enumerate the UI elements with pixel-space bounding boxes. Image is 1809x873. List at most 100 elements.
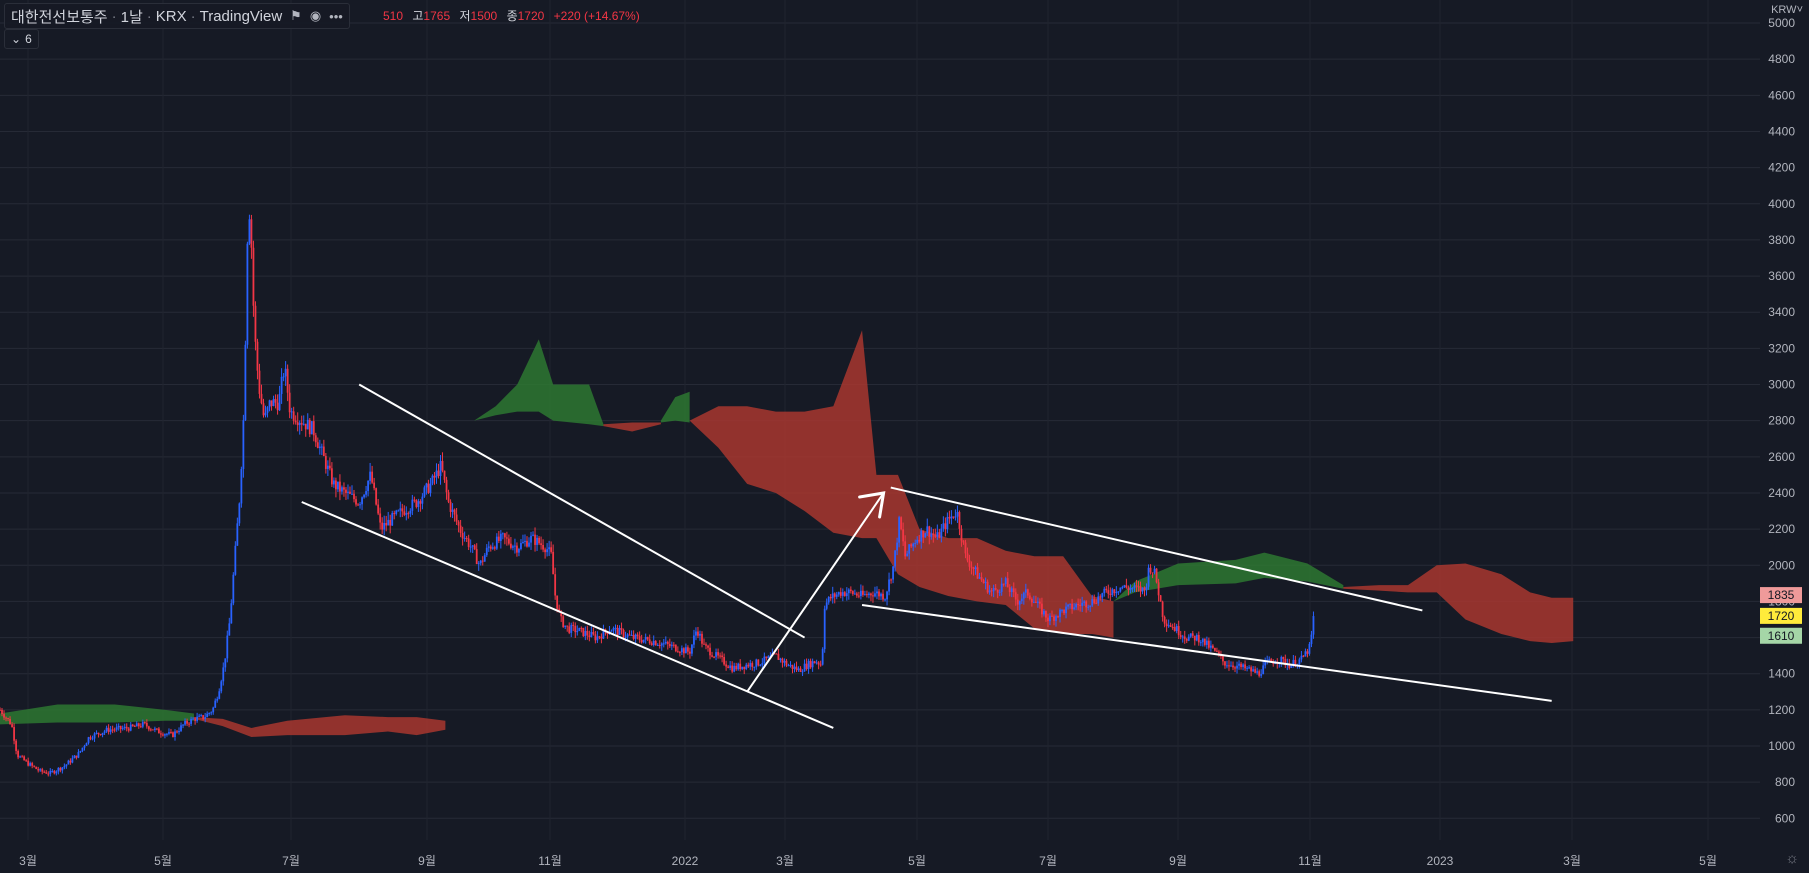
candle-body	[81, 747, 84, 751]
candle-body	[779, 658, 782, 660]
x-axis[interactable]: 3월 5월 7월 9월 11월 2022 3월 5월 7월 9월 11월 2023 3월 5월	[19, 854, 1717, 868]
candle-body	[616, 627, 619, 635]
candle-body	[355, 499, 357, 505]
candle-body	[1115, 591, 1118, 594]
candle-body	[878, 591, 880, 597]
candle-body	[1018, 601, 1021, 605]
candle-body	[59, 767, 62, 771]
candle-body	[212, 707, 215, 713]
candle-body	[1203, 638, 1206, 645]
candle-body	[250, 219, 253, 248]
candle-body	[791, 664, 794, 669]
y-axis[interactable]: 6008001000120014001600180020002200240026…	[1768, 16, 1795, 825]
symbol-legend[interactable]: 대한전선보통주 · 1날 · KRX · TradingView ⚑ ◉ •••	[4, 3, 350, 29]
currency-selector[interactable]: KRW˅	[1771, 4, 1803, 16]
candle-body	[516, 545, 518, 553]
candle-body	[345, 489, 347, 493]
candle-body	[206, 713, 209, 718]
more-dots-icon[interactable]: •••	[329, 8, 343, 24]
candle-body	[540, 543, 542, 545]
y-tick-label: 4000	[1768, 197, 1795, 211]
candle-body	[835, 594, 838, 597]
symbol-name[interactable]: 대한전선보통주	[11, 8, 108, 26]
candle-body	[453, 509, 456, 515]
candle-body	[1300, 655, 1303, 660]
candle-body	[526, 540, 528, 547]
candle-body	[761, 663, 764, 665]
candle-body	[868, 593, 870, 596]
candle-body	[266, 407, 269, 413]
candle-body	[439, 460, 442, 477]
cloud-bear	[1343, 563, 1574, 643]
candle-body	[43, 771, 46, 773]
candle-body	[330, 468, 333, 485]
candle-body	[268, 400, 271, 408]
candle-body	[280, 376, 283, 394]
x-tick-label: 3월	[1563, 854, 1581, 868]
eye-icon[interactable]: ◉	[309, 8, 322, 23]
y-tick-label: 1400	[1768, 667, 1795, 681]
candle-body	[1304, 651, 1307, 657]
candle-body	[829, 596, 832, 599]
interval-label[interactable]: 1날	[120, 8, 143, 26]
candle-body	[727, 666, 730, 668]
candle-body	[554, 574, 557, 596]
price-label-box	[1760, 587, 1802, 604]
candle-body	[37, 769, 40, 771]
candle-body	[1274, 662, 1277, 664]
x-tick-label: 5월	[1699, 854, 1717, 868]
candle-body	[1179, 635, 1182, 637]
candle-body	[654, 640, 657, 646]
candle-body	[447, 492, 450, 502]
candle-body	[272, 399, 275, 406]
candle-body	[1117, 591, 1120, 593]
candle-body	[801, 671, 804, 673]
candle-body	[715, 652, 717, 657]
candle-body	[898, 517, 901, 543]
candle-body	[27, 760, 30, 766]
x-tick-label: 2022	[672, 854, 699, 868]
candle-body	[741, 666, 744, 670]
candle-body	[674, 644, 677, 652]
candle-body	[47, 773, 50, 775]
candle-body	[286, 368, 289, 393]
candle-body	[23, 756, 26, 761]
candle-body	[1091, 599, 1094, 606]
candle-body	[335, 480, 337, 490]
candle-body	[1211, 645, 1214, 648]
candle-body	[1111, 589, 1114, 595]
y-tick-label: 4200	[1768, 161, 1795, 175]
x-tick-label: 11월	[538, 854, 562, 868]
candle-body	[176, 731, 178, 733]
candle-body	[262, 403, 265, 416]
candle-body	[190, 718, 192, 724]
flag-icon[interactable]: ⚑	[290, 8, 302, 23]
gear-icon[interactable]: ☼	[1785, 850, 1799, 867]
candle-body	[564, 625, 567, 628]
candle-body	[276, 402, 279, 411]
candle-body	[982, 580, 985, 584]
candle-body	[85, 743, 88, 746]
candle-body	[789, 664, 792, 666]
candle-body	[936, 532, 939, 537]
candle-body	[1059, 609, 1061, 617]
candle-body	[892, 566, 894, 580]
candle-body	[228, 623, 231, 636]
candle-body	[803, 663, 806, 672]
candle-body	[9, 719, 11, 725]
candle-body	[876, 591, 878, 594]
candle-body	[938, 532, 941, 538]
candle-body	[855, 593, 858, 596]
indicators-toggle[interactable]: ⌄ 6	[4, 29, 39, 49]
candle-body	[656, 644, 659, 646]
trend-lines[interactable]	[301, 383, 1552, 729]
candle-body	[902, 529, 905, 542]
y-tick-label: 1200	[1768, 703, 1795, 717]
cloud-bull	[474, 339, 604, 427]
candle-body	[859, 590, 862, 597]
candle-body	[145, 722, 148, 727]
candle-body	[640, 639, 643, 643]
candle-body	[928, 526, 931, 537]
high-label: 고	[412, 9, 424, 23]
